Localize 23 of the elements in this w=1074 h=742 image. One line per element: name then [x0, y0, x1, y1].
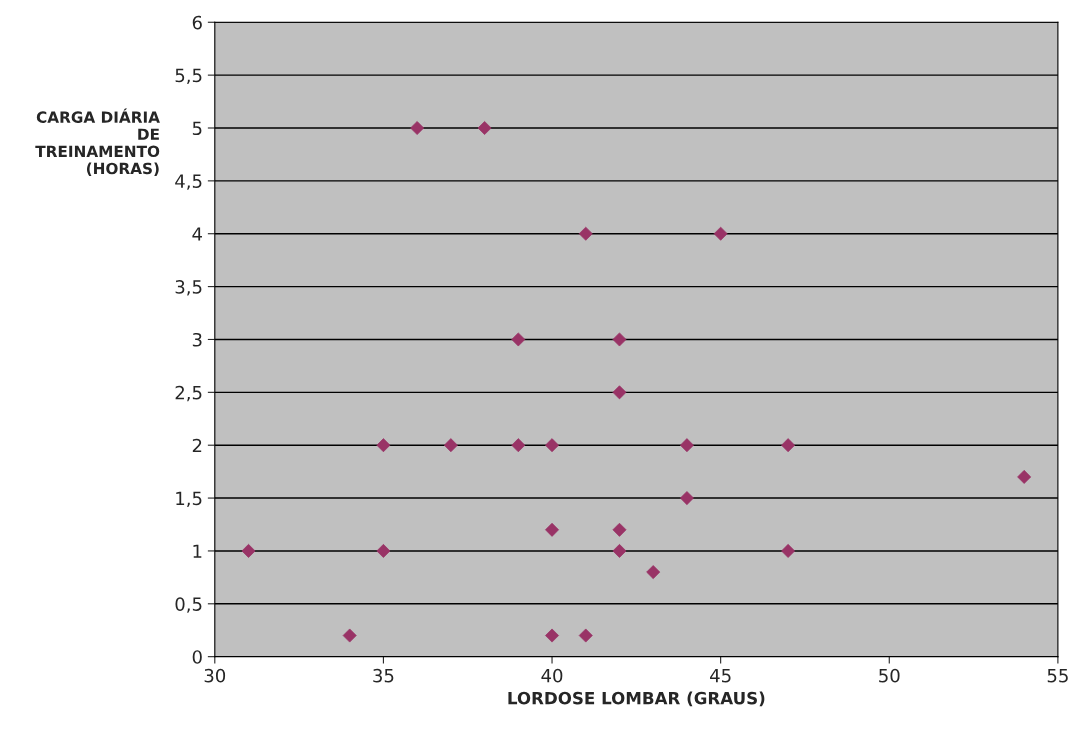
y-tick-label: 6 — [192, 15, 202, 30]
y-tick-label: 0 — [192, 650, 202, 664]
y-tick-label: 5 — [192, 121, 202, 136]
y-axis-title: CARGA DIÁRIA DE TREINAMENTO (HORAS) — [35, 108, 160, 177]
y-tick-label: 1,5 — [176, 491, 202, 508]
point — [376, 543, 391, 558]
x-tick-label: 35 — [373, 668, 394, 683]
y-tick-label: 3,5 — [175, 280, 202, 296]
y-tick-label: 1 — [193, 544, 202, 558]
x-tick-label: 55 — [1047, 669, 1068, 683]
x-tick-label: 30 — [204, 668, 226, 683]
y-tick-label: 4 — [192, 227, 202, 241]
x-axis-title: LORDOSE LOMBAR (GRAUS) — [508, 691, 765, 707]
x-tick-label: 50 — [879, 668, 900, 683]
y-tick-label: 3 — [192, 332, 202, 347]
y-tick-label: 5,5 — [175, 68, 202, 85]
y-tick-label: 0,5 — [175, 597, 202, 613]
point — [477, 121, 492, 135]
x-tick-label: 40 — [541, 668, 563, 683]
y-tick-label: 4,5 — [175, 174, 202, 190]
y-tick-label: 2,5 — [175, 385, 202, 402]
y-tick-label: 2 — [192, 438, 202, 453]
x-tick-label: 45 — [710, 669, 731, 683]
